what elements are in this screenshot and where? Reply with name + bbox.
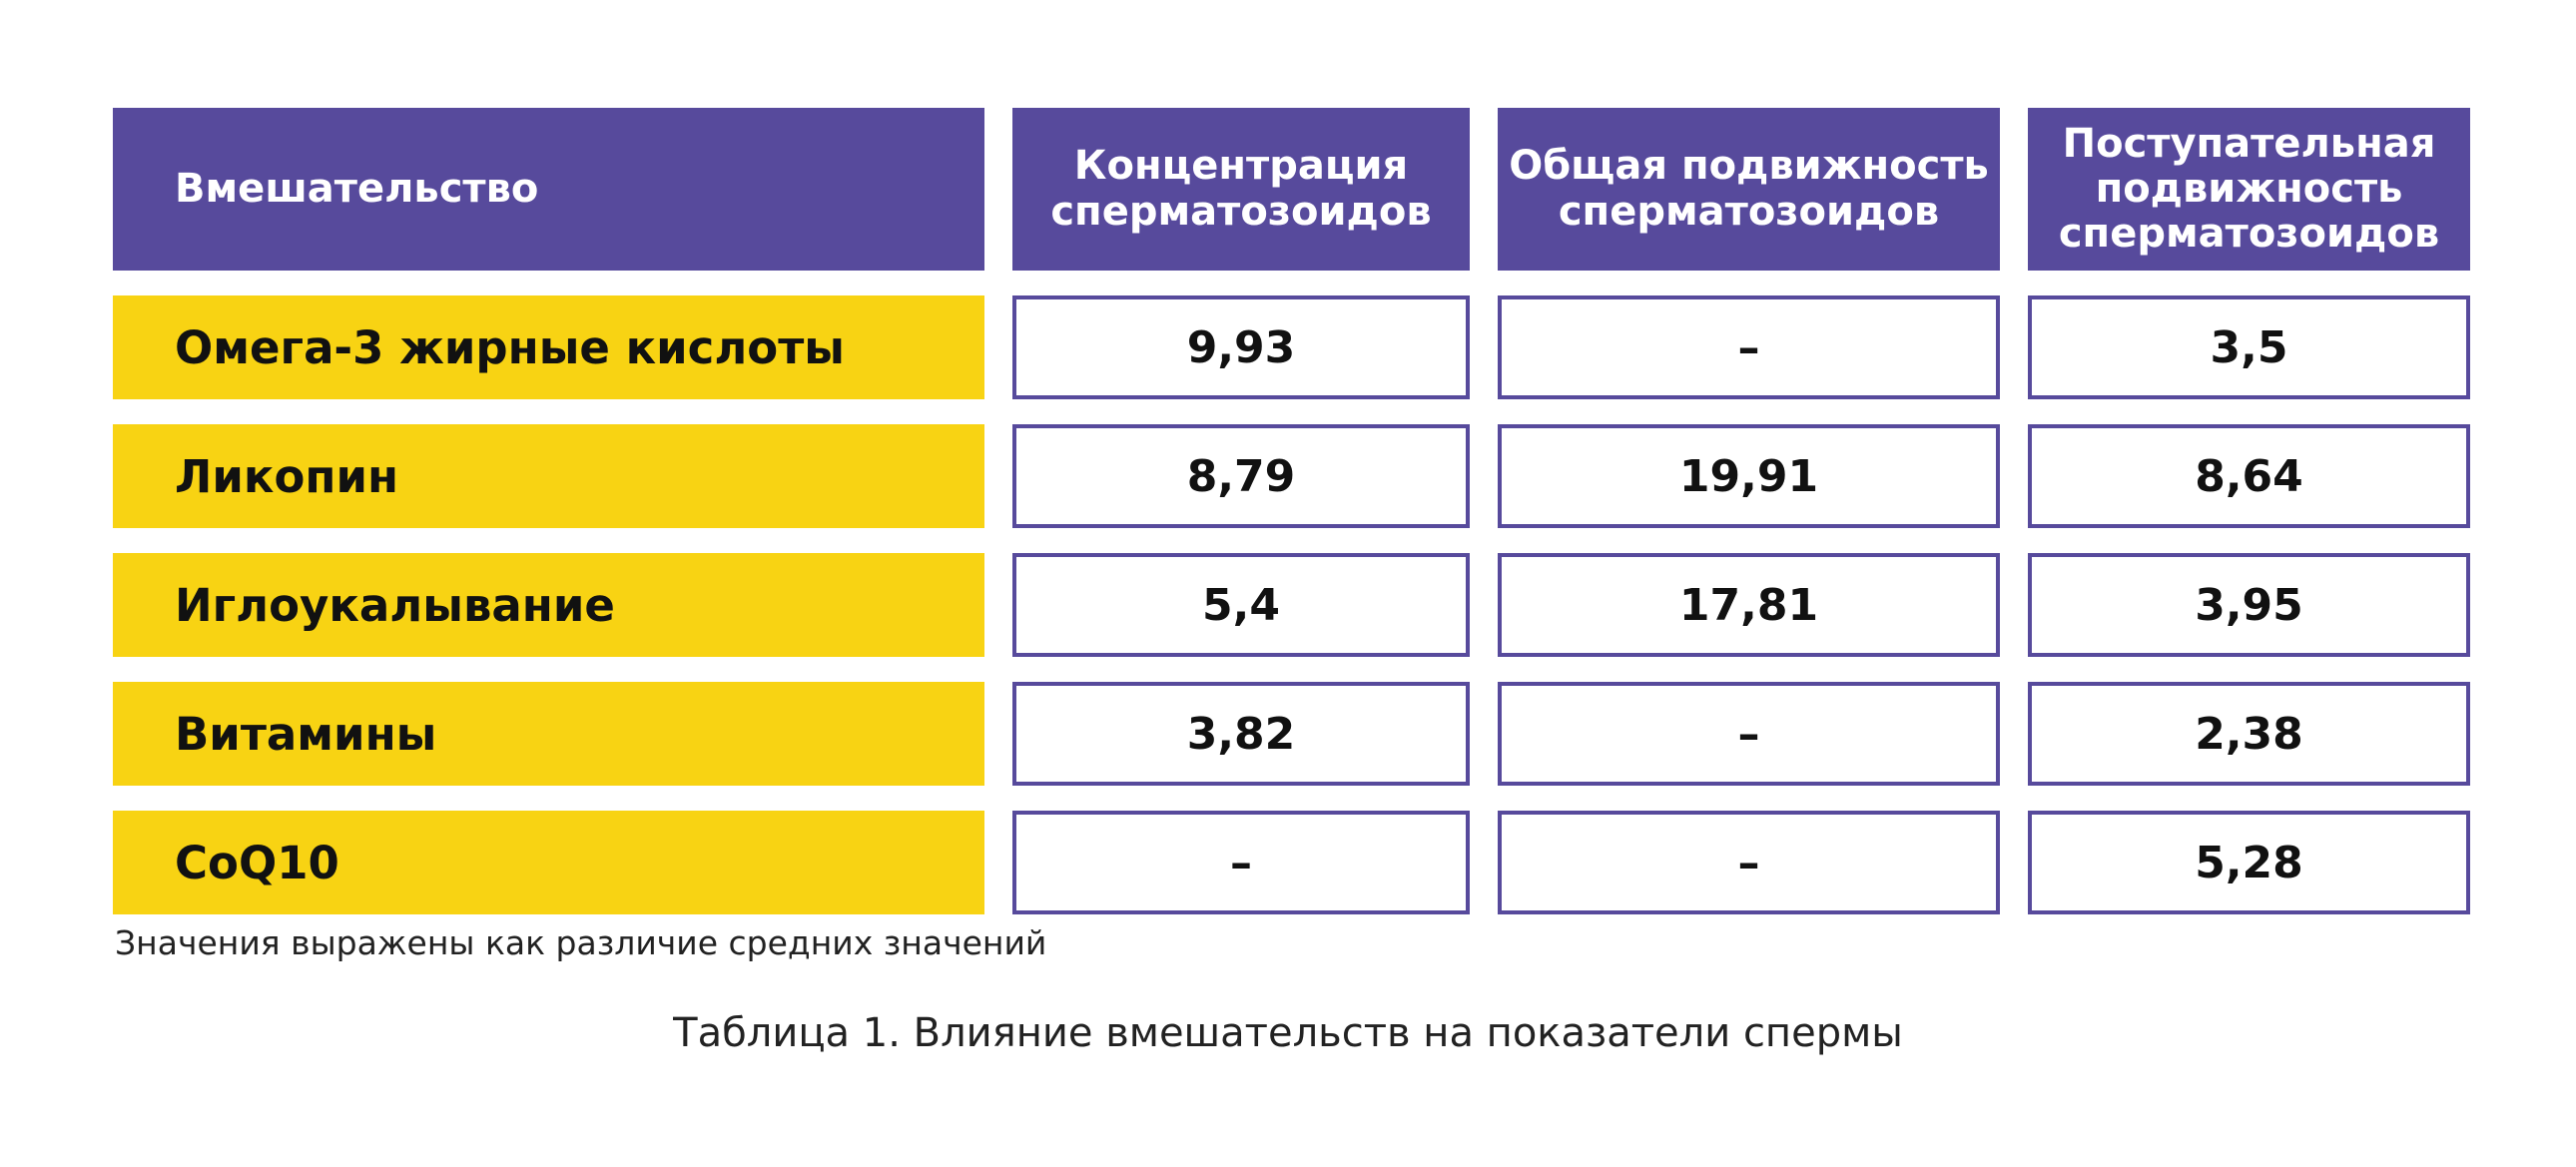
header-total-motility: Общая подвижность сперматозоидов: [1498, 108, 2000, 271]
header-progressive-motility: Поступательная подвижность сперматозоидо…: [2028, 108, 2470, 271]
cell-value: –: [1498, 682, 2000, 786]
cell-value: –: [1498, 295, 2000, 399]
cell-value: 3,5: [2028, 295, 2470, 399]
cell-value: 8,79: [1012, 424, 1470, 528]
cell-value: –: [1012, 811, 1470, 914]
row-label-vitamins: Витамины: [113, 682, 984, 786]
cell-value: 3,82: [1012, 682, 1470, 786]
cell-value: 2,38: [2028, 682, 2470, 786]
interventions-table: Вмешательство Концентрация сперматозоидо…: [113, 108, 2470, 914]
header-sperm-concentration: Концентрация сперматозоидов: [1012, 108, 1470, 271]
cell-value: 5,28: [2028, 811, 2470, 914]
cell-value: –: [1498, 811, 2000, 914]
row-label-coq10: CoQ10: [113, 811, 984, 914]
cell-value: 5,4: [1012, 553, 1470, 657]
cell-value: 8,64: [2028, 424, 2470, 528]
cell-value: 19,91: [1498, 424, 2000, 528]
header-intervention: Вмешательство: [113, 108, 984, 271]
table-caption: Таблица 1. Влияние вмешательств на показ…: [673, 1010, 1903, 1056]
cell-value: 3,95: [2028, 553, 2470, 657]
cell-value: 9,93: [1012, 295, 1470, 399]
row-label-acupuncture: Иглоукалывание: [113, 553, 984, 657]
row-label-lycopene: Ликопин: [113, 424, 984, 528]
cell-value: 17,81: [1498, 553, 2000, 657]
table-note: Значения выражены как различие средних з…: [115, 923, 1047, 962]
row-label-omega3: Омега-3 жирные кислоты: [113, 295, 984, 399]
